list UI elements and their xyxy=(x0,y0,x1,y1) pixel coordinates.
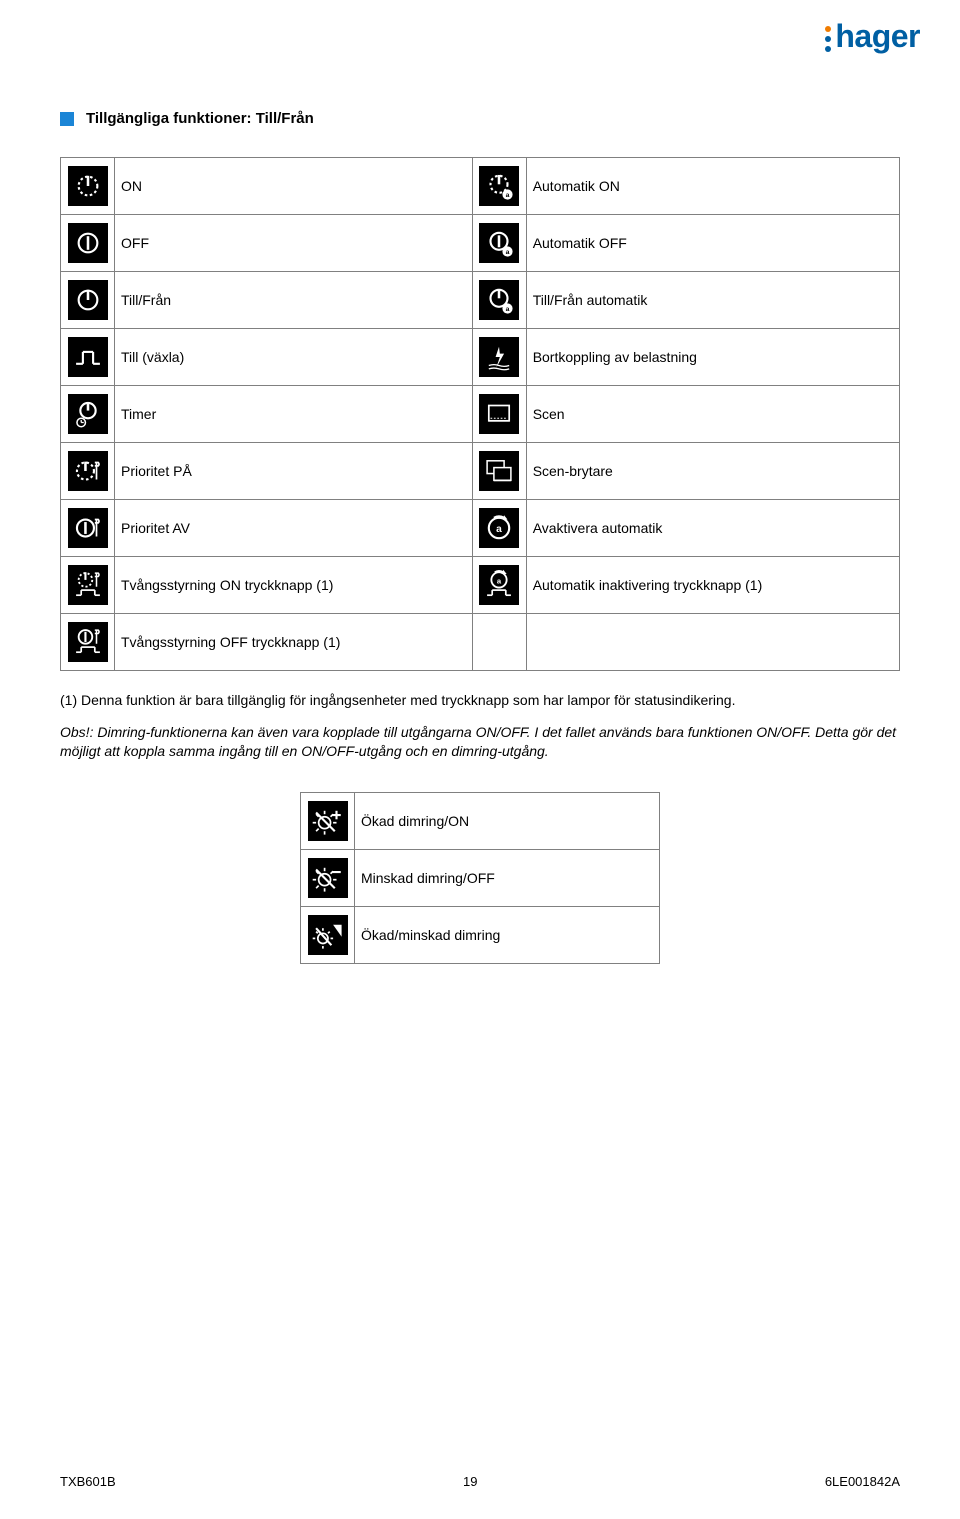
section-header: Tillgängliga funktioner: Till/Från xyxy=(60,110,900,127)
priority-off-icon xyxy=(68,508,108,548)
icon-cell xyxy=(61,386,115,443)
auto-inactivate-pushbutton-icon: a xyxy=(479,565,519,605)
table-row: Till (växla) Bortkoppling av belastning xyxy=(61,329,900,386)
function-label: OFF xyxy=(115,215,473,272)
icon-cell xyxy=(61,614,115,671)
function-label: Tvångsstyrning OFF tryckknapp (1) xyxy=(115,614,473,671)
power-auto-on-icon: a xyxy=(479,166,519,206)
scene-icon xyxy=(479,394,519,434)
functions-table: ON a Automatik ON OFF a Automatik OFF xyxy=(60,157,900,671)
table-row: ON a Automatik ON xyxy=(61,158,900,215)
table-row: Ökad dimring/ON xyxy=(301,792,660,849)
footer-left: TXB601B xyxy=(60,1474,116,1489)
icon-cell xyxy=(61,329,115,386)
footer-page-number: 19 xyxy=(463,1474,477,1489)
svg-text:a: a xyxy=(506,306,510,313)
table-row: OFF a Automatik OFF xyxy=(61,215,900,272)
function-label: Till/Från automatik xyxy=(526,272,899,329)
icon-cell xyxy=(301,792,355,849)
function-label: Scen-brytare xyxy=(526,443,899,500)
function-label: Automatik inaktivering tryckknapp (1) xyxy=(526,557,899,614)
icon-cell xyxy=(472,443,526,500)
icon-cell: a xyxy=(472,557,526,614)
icon-cell xyxy=(61,272,115,329)
svg-text:a: a xyxy=(496,524,502,535)
table-row: Prioritet AV a Avaktivera automatik xyxy=(61,500,900,557)
priority-on-icon xyxy=(68,451,108,491)
dim-up-down-icon xyxy=(308,915,348,955)
icon-cell xyxy=(472,614,526,671)
power-toggle-auto-icon: a xyxy=(479,280,519,320)
footnote-text: (1) Denna funktion är bara tillgänglig f… xyxy=(60,691,900,711)
dimming-label: Minskad dimring/OFF xyxy=(355,849,660,906)
function-label: Scen xyxy=(526,386,899,443)
icon-cell: a xyxy=(472,272,526,329)
icon-cell xyxy=(61,557,115,614)
function-label: Automatik OFF xyxy=(526,215,899,272)
svg-text:a: a xyxy=(506,192,510,199)
power-on-dashed-icon xyxy=(68,166,108,206)
icon-cell xyxy=(61,443,115,500)
load-shed-icon xyxy=(479,337,519,377)
power-toggle-icon xyxy=(68,280,108,320)
function-label: Till/Från xyxy=(115,272,473,329)
function-label: Tvångsstyrning ON tryckknapp (1) xyxy=(115,557,473,614)
table-row: Timer Scen xyxy=(61,386,900,443)
force-on-pushbutton-icon xyxy=(68,565,108,605)
icon-cell xyxy=(61,215,115,272)
obs-note-text: Obs!: Dimring-funktionerna kan även vara… xyxy=(60,723,900,762)
icon-cell: a xyxy=(472,158,526,215)
dimming-label: Ökad dimring/ON xyxy=(355,792,660,849)
dim-up-icon xyxy=(308,801,348,841)
svg-text:a: a xyxy=(497,576,502,585)
page-footer: TXB601B 19 6LE001842A xyxy=(60,1474,900,1489)
power-auto-off-icon: a xyxy=(479,223,519,263)
function-label: Avaktivera automatik xyxy=(526,500,899,557)
auto-deactivate-icon: a xyxy=(479,508,519,548)
function-label: Prioritet PÅ xyxy=(115,443,473,500)
switch-toggle-icon xyxy=(68,337,108,377)
table-row: Tvångsstyrning ON tryckknapp (1) a Autom… xyxy=(61,557,900,614)
table-row: Tvångsstyrning OFF tryckknapp (1) xyxy=(61,614,900,671)
icon-cell: a xyxy=(472,215,526,272)
power-off-icon xyxy=(68,223,108,263)
icon-cell xyxy=(301,906,355,963)
function-label: Automatik ON xyxy=(526,158,899,215)
timer-icon xyxy=(68,394,108,434)
function-label: Prioritet AV xyxy=(115,500,473,557)
function-label: Bortkoppling av belastning xyxy=(526,329,899,386)
icon-cell xyxy=(301,849,355,906)
function-label xyxy=(526,614,899,671)
icon-cell xyxy=(472,386,526,443)
function-label: ON xyxy=(115,158,473,215)
dimming-label: Ökad/minskad dimring xyxy=(355,906,660,963)
icon-cell xyxy=(61,500,115,557)
table-row: Prioritet PÅ Scen-brytare xyxy=(61,443,900,500)
function-label: Timer xyxy=(115,386,473,443)
brand-logo-dots xyxy=(825,26,831,52)
icon-cell xyxy=(61,158,115,215)
function-label: Till (växla) xyxy=(115,329,473,386)
section-title: Tillgängliga funktioner: Till/Från xyxy=(86,110,314,127)
scene-switch-icon xyxy=(479,451,519,491)
brand-logo-text: hager xyxy=(835,18,920,54)
brand-logo: hager xyxy=(825,18,920,55)
footer-right: 6LE001842A xyxy=(825,1474,900,1489)
table-row: Minskad dimring/OFF xyxy=(301,849,660,906)
icon-cell xyxy=(472,329,526,386)
dim-down-icon xyxy=(308,858,348,898)
dimming-table: Ökad dimring/ON Minskad dimring/OFF Ökad… xyxy=(300,792,660,964)
table-row: Till/Från a Till/Från automatik xyxy=(61,272,900,329)
table-row: Ökad/minskad dimring xyxy=(301,906,660,963)
icon-cell: a xyxy=(472,500,526,557)
force-off-pushbutton-icon xyxy=(68,622,108,662)
section-bullet-icon xyxy=(60,112,74,126)
svg-text:a: a xyxy=(506,249,510,256)
